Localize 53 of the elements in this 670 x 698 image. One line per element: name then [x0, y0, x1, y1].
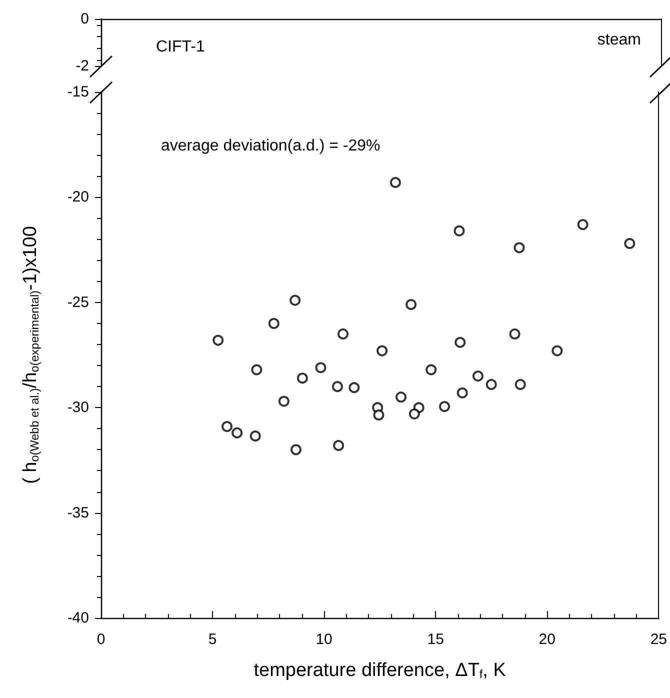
- point: [396, 392, 407, 403]
- annotation: steam: [597, 32, 642, 48]
- point: [250, 430, 261, 442]
- x-axis-title: temperature difference, ΔTf, K: [254, 660, 506, 682]
- point: [332, 381, 343, 392]
- point: [426, 364, 437, 376]
- x-tick-label: 10: [316, 631, 332, 648]
- y-tick-label: -35: [67, 504, 89, 522]
- point: [390, 176, 401, 188]
- point: [509, 328, 520, 340]
- point: [268, 318, 280, 329]
- x-tick-label: 15: [427, 631, 444, 648]
- point: [278, 396, 290, 407]
- point: [251, 364, 262, 376]
- point: [406, 299, 417, 310]
- point: [232, 427, 243, 438]
- point: [348, 382, 360, 394]
- point: [212, 334, 224, 346]
- point: [454, 225, 465, 236]
- y-tick-label: -30: [67, 399, 89, 416]
- annotation: CIFT-1: [156, 38, 205, 56]
- point: [514, 378, 526, 390]
- point: [439, 401, 450, 412]
- y-tick-label: 0: [80, 10, 89, 28]
- point: [552, 345, 563, 356]
- point: [514, 242, 525, 254]
- point: [373, 409, 384, 420]
- point: [222, 421, 233, 432]
- y-tick-label: -40: [67, 610, 89, 626]
- y-tick-label: -20: [67, 188, 89, 206]
- point: [454, 336, 466, 348]
- point: [472, 370, 484, 382]
- point: [486, 378, 497, 390]
- point: [290, 444, 302, 456]
- x-tick-label: 0: [96, 631, 106, 648]
- point: [290, 294, 301, 306]
- x-tick-label: 20: [538, 631, 556, 648]
- y-tick-label: -15: [67, 84, 89, 100]
- point: [296, 372, 308, 384]
- point: [338, 328, 349, 340]
- y-tick-label: -2: [76, 58, 89, 74]
- point: [577, 219, 588, 230]
- x-tick-label: 5: [208, 631, 217, 648]
- point: [333, 440, 344, 451]
- annotation: average deviation(a.d.) = -29%: [161, 138, 380, 154]
- point: [376, 345, 388, 356]
- point: [456, 387, 468, 398]
- point: [624, 238, 636, 249]
- x-tick-label: 25: [650, 631, 667, 648]
- point: [315, 362, 326, 374]
- y-tick-label: -25: [67, 294, 89, 311]
- y-axis-title: ( ho(Webb et al.)/ho(experimental)-1)x100: [20, 226, 42, 484]
- point: [408, 408, 420, 420]
